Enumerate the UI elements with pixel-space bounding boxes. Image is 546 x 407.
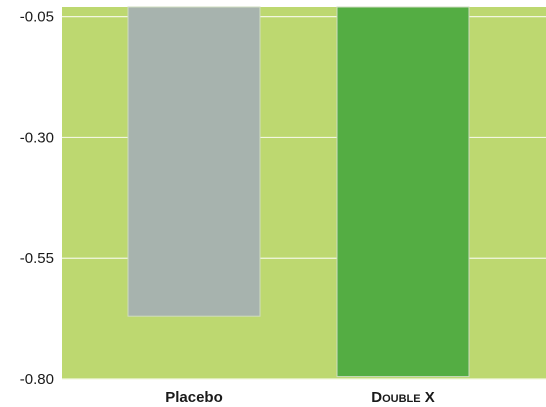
bar-double-x bbox=[336, 6, 470, 378]
bar-placebo bbox=[127, 6, 261, 317]
y-tick-label: -0.80 bbox=[20, 371, 54, 388]
y-axis-tick-labels: -0.05 -0.30 -0.55 -0.80 bbox=[20, 9, 54, 388]
x-category-label: Placebo bbox=[165, 389, 223, 406]
x-axis-category-labels: Placebo Double X bbox=[165, 389, 435, 406]
y-tick-label: -0.05 bbox=[20, 9, 54, 26]
y-tick-label: -0.30 bbox=[20, 129, 54, 146]
bars bbox=[127, 6, 470, 378]
x-category-label: Double X bbox=[371, 389, 435, 406]
y-tick-label: -0.55 bbox=[20, 250, 54, 267]
